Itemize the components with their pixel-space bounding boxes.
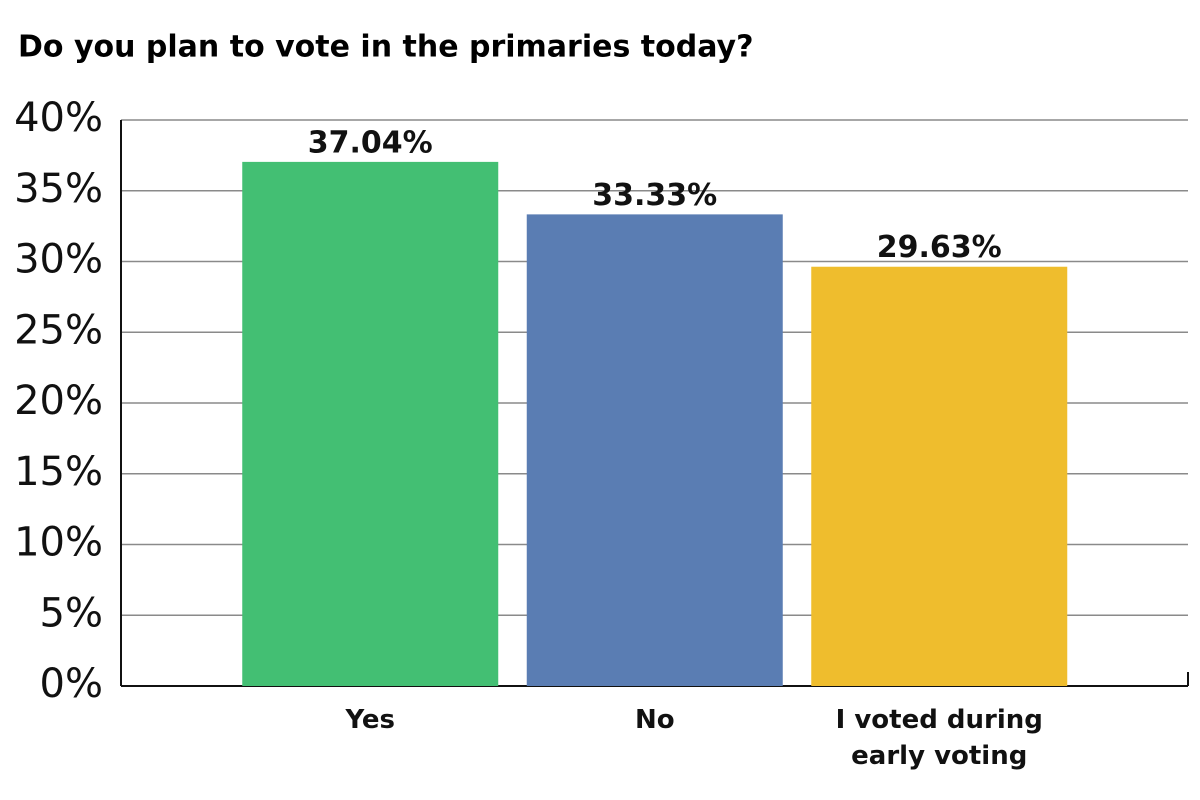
x-tick-label: No (634, 705, 675, 735)
x-tick-label: Yes (345, 705, 396, 735)
x-tick-label: I voted during early voting (835, 705, 1043, 771)
data-label: 37.04% (308, 125, 433, 160)
y-tick-label: 5% (40, 590, 103, 636)
data-label: 33.33% (592, 178, 717, 213)
y-tick-label: 35% (14, 166, 103, 212)
y-tick-label: 10% (14, 520, 103, 566)
y-tick-label: 40% (14, 95, 103, 141)
chart-title: Do you plan to vote in the primaries tod… (18, 30, 753, 65)
y-tick-label: 20% (14, 378, 103, 424)
data-label: 29.63% (877, 230, 1002, 265)
y-tick-label: 30% (14, 237, 103, 283)
y-tick-label: 25% (14, 307, 103, 353)
bar (242, 161, 499, 686)
bar (811, 266, 1068, 686)
y-tick-label: 15% (14, 449, 103, 495)
bar (526, 214, 783, 686)
y-tick-label: 0% (40, 661, 103, 707)
